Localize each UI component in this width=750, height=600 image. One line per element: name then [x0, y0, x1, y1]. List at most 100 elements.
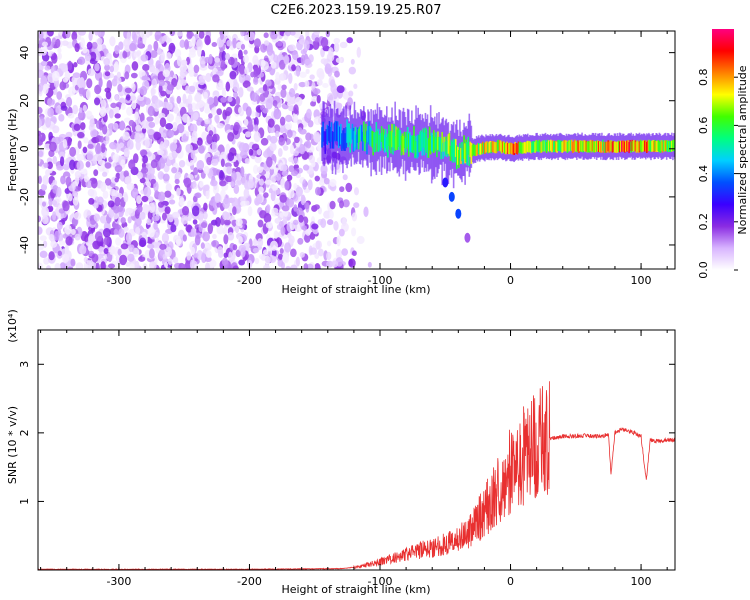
heatmap-noise-cell [280, 164, 288, 172]
heatmap-noise-cell [297, 237, 304, 245]
heatmap-ridge-cell [333, 122, 336, 141]
heatmap-noise-cell [101, 124, 108, 135]
heatmap-ridge-cell [492, 141, 495, 153]
heatmap-noise-cell [182, 93, 187, 104]
heatmap-noise-cell [118, 41, 124, 51]
heatmap-ridge-cell [557, 139, 559, 152]
heatmap-noise-cell [291, 170, 298, 177]
heatmap-noise-cell [178, 160, 186, 168]
heatmap-noise-cell [38, 215, 42, 223]
heatmap-noise-cell [304, 80, 310, 88]
heatmap-noise-cell [87, 245, 93, 252]
heatmap-ridge-cell [497, 139, 500, 151]
heatmap-ridge-cell [517, 141, 520, 153]
heatmap-noise-cell [250, 71, 255, 78]
heatmap-noise-cell [179, 39, 186, 48]
heatmap-noise-cell [142, 203, 150, 215]
heatmap-noise-cell [123, 38, 131, 48]
heatmap-noise-cell [166, 52, 172, 60]
heatmap-noise-cell [119, 254, 128, 266]
heatmap-ridge-halo [375, 113, 378, 176]
heatmap-noise-cell [125, 261, 131, 267]
heatmap-noise-cell [89, 31, 95, 36]
heatmap-noise-cell [309, 231, 316, 240]
heatmap-noise-cell [149, 261, 157, 269]
heatmap-ridge-cell [417, 134, 419, 157]
snr-background [38, 330, 675, 570]
heatmap-ridge-cell [555, 140, 557, 152]
heatmap-ridge-cell [416, 135, 418, 159]
heatmap-ridge-cell [586, 141, 589, 153]
heatmap-noise-cell [93, 213, 101, 222]
heatmap-noise-cell [46, 265, 51, 269]
heatmap-ridge-cell [571, 141, 574, 153]
heatmap-ridge-cell [592, 141, 595, 153]
heatmap-ridge-cell [359, 125, 362, 140]
heatmap-noise-cell [100, 143, 106, 154]
heatmap-ridge-cell [611, 141, 614, 153]
heatmap-ridge-cell [605, 141, 607, 153]
heatmap-noise-cell [38, 82, 44, 92]
heatmap-noise-cell [234, 180, 242, 186]
heatmap-ridge-cell [575, 140, 577, 152]
heatmap-noise-cell [139, 211, 146, 220]
heatmap-noise-cell [124, 87, 133, 94]
heatmap-ridge-cell [399, 130, 402, 146]
heatmap-noise-cell [199, 180, 204, 188]
heatmap-noise-cell [90, 128, 98, 139]
heatmap-ridge-cell [387, 133, 389, 158]
heatmap-noise-cell [180, 214, 189, 225]
heatmap-noise-cell [257, 238, 264, 248]
heatmap-ridge-cell [516, 143, 519, 155]
heatmap-noise-cell [89, 51, 97, 62]
heatmap-noise-cell [88, 233, 96, 244]
heatmap-ridge-halo [441, 118, 443, 186]
heatmap-ridge-cell [650, 140, 652, 152]
heatmap-noise-cell [58, 240, 66, 246]
heatmap-noise-cell [168, 42, 176, 54]
heatmap-noise-cell [79, 122, 86, 130]
heatmap-noise-cell [181, 113, 190, 123]
heatmap-noise-cell [187, 200, 193, 208]
heatmap-ridge-cell [506, 141, 508, 153]
heatmap-noise-cell [260, 43, 267, 53]
heatmap-ridge-cell [566, 141, 569, 153]
heatmap-noise-cell [117, 248, 122, 256]
heatmap-ridge-cell [648, 139, 650, 151]
heatmap-noise-cell [162, 69, 170, 78]
heatmap-noise-cell [243, 74, 251, 83]
heatmap-noise-cell [48, 233, 55, 241]
heatmap-ridge-cell [631, 139, 634, 151]
heatmap-noise-cell [330, 83, 338, 94]
heatmap-noise-cell [232, 206, 237, 216]
heatmap-ridge-cell [404, 137, 407, 153]
heatmap-noise-cell [60, 105, 68, 111]
heatmap-noise-cell [238, 72, 246, 84]
heatmap-noise-cell [69, 146, 77, 157]
heatmap-ridge-cell [615, 141, 618, 154]
heatmap-ridge-cell [350, 128, 353, 144]
heatmap-noise-cell [226, 166, 233, 175]
heatmap-noise-cell [346, 37, 354, 44]
heatmap-ridge-cell [445, 136, 448, 155]
heatmap-ridge-cell [652, 139, 654, 151]
heatmap-noise-cell [38, 226, 43, 235]
heatmap-noise-cell [159, 141, 165, 151]
heatmap-noise-cell [84, 175, 89, 183]
heatmap-ridge-cell [668, 140, 671, 152]
heatmap-noise-cell [88, 197, 95, 205]
heatmap-noise-cell [302, 225, 307, 231]
heatmap-ridge-cell [647, 140, 649, 152]
heatmap-noise-cell [73, 211, 82, 220]
heatmap-noise-cell [166, 113, 174, 123]
heatmap-noise-cell [153, 221, 158, 230]
heatmap-noise-cell [288, 157, 293, 163]
heatmap-noise-cell [232, 81, 240, 93]
heatmap-noise-cell [245, 200, 250, 206]
heatmap-noise-cell [131, 82, 136, 93]
heatmap-noise-cell [85, 110, 93, 117]
heatmap-ridge-cell [518, 142, 521, 154]
heatmap-noise-cell [292, 150, 299, 157]
heatmap-ridge-cell [447, 134, 450, 154]
heatmap-noise-cell [288, 188, 295, 199]
